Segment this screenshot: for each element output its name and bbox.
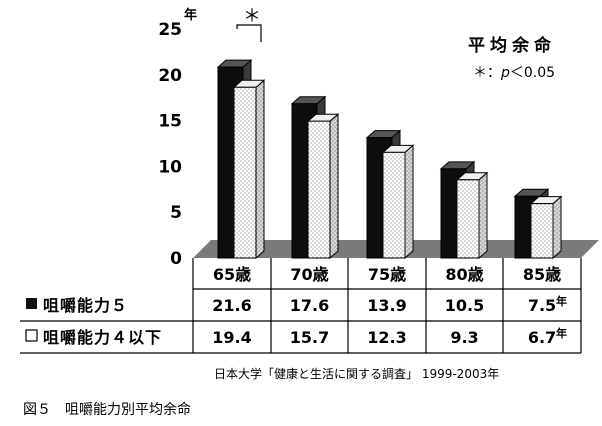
significance-bracket	[236, 24, 262, 42]
y-axis-unit: 年	[184, 7, 197, 23]
bar-side	[404, 144, 414, 260]
y-tick-label: 20	[158, 66, 182, 86]
data-value: 12.3	[367, 328, 406, 347]
chart-title: 平均余命	[468, 35, 556, 56]
row-label-series-1: 咀嚼能力５	[43, 296, 128, 315]
category-label: 85歳	[523, 265, 561, 284]
bars-layer	[216, 59, 563, 260]
data-value: 19.4	[212, 328, 251, 347]
category-label: 80歳	[445, 265, 483, 284]
data-value: 9.3	[450, 328, 478, 347]
data-table	[20, 258, 582, 354]
y-tick-label: 5	[170, 203, 182, 223]
y-tick-label: 10	[158, 157, 182, 177]
significance-note-p: p	[500, 65, 510, 81]
value-unit: 年	[556, 326, 567, 340]
bar-front	[382, 151, 406, 259]
bar-side	[552, 195, 562, 260]
figure-caption: 図５ 咀嚼能力別平均余命	[23, 401, 191, 418]
bar	[455, 171, 489, 260]
source-note: 日本大学「健康と生活に関する調査」 1999-2003年	[214, 366, 499, 381]
bar-side	[255, 79, 265, 260]
bar-side	[329, 113, 339, 260]
y-axis: 0 5 10 15 20 25	[158, 20, 182, 269]
row-label-series-2: 咀嚼能力４以下	[43, 328, 162, 347]
bar	[529, 195, 563, 260]
bar	[381, 144, 415, 260]
significance-marker: ＊	[243, 6, 261, 27]
significance-note-cmp: ＜0.05	[510, 65, 555, 81]
legend-swatch-series-2	[25, 329, 38, 342]
data-value: 6.7	[528, 328, 556, 347]
category-labels: 65歳 70歳 75歳 80歳 85歳	[213, 265, 561, 284]
bar	[232, 79, 266, 260]
y-tick-label: 15	[158, 112, 182, 132]
data-value: 17.6	[290, 296, 329, 315]
y-tick-label: 25	[158, 20, 182, 40]
category-label: 75歳	[368, 265, 406, 284]
data-value: 10.5	[445, 296, 484, 315]
data-value: 21.6	[212, 296, 251, 315]
bar-front	[307, 120, 331, 259]
y-tick-label: 0	[170, 249, 182, 269]
data-value: 15.7	[290, 328, 329, 347]
data-value: 7.5	[528, 296, 556, 315]
bar	[306, 113, 340, 260]
bar-front	[233, 86, 257, 259]
bar-front	[456, 179, 480, 259]
significance-note-star: ＊：	[473, 65, 501, 81]
category-label: 70歳	[290, 265, 328, 284]
category-label: 65歳	[213, 265, 251, 284]
value-unit: 年	[556, 294, 567, 308]
significance-note: ＊：p＜0.05	[473, 65, 555, 81]
bar-front	[530, 203, 554, 259]
legend-swatch-series-1	[26, 298, 37, 309]
value-rows: 21.6 17.6 13.9 10.5 7.519.4 15.7 12.3 9.3 6.7年年	[212, 294, 567, 347]
data-value: 13.9	[367, 296, 406, 315]
bar-side	[478, 171, 488, 260]
